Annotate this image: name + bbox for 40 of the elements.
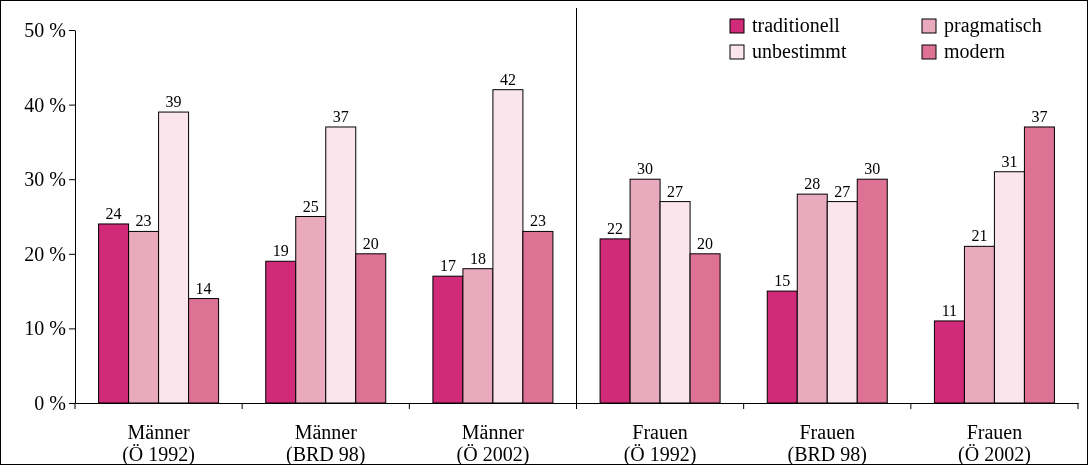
data-label: 25 [302,197,319,215]
data-label: 27 [834,182,851,200]
data-label: 42 [499,70,516,88]
data-label: 15 [774,272,791,290]
data-label: 23 [135,212,152,230]
data-label: 17 [439,257,456,275]
data-label: 11 [941,301,958,319]
y-tick-label: 20 % [24,242,66,265]
data-label: 30 [864,160,881,178]
data-label: 31 [1001,152,1018,170]
data-label: 18 [469,249,486,267]
data-label: 20 [697,234,714,252]
data-label: 14 [195,279,212,297]
data-label: 37 [1031,107,1048,125]
data-label: 19 [272,242,289,260]
x-tick-label: Frauen (Ö 1992) [623,421,697,465]
data-label: 24 [105,204,122,222]
data-label: 20 [362,234,379,252]
legend-label: unbestimmt [752,40,847,62]
y-tick-label: 40 % [24,93,66,116]
legend-label: pragmatisch [944,14,1042,37]
data-label: 39 [165,93,182,111]
data-label: 30 [637,160,654,178]
data-label: 22 [607,219,624,237]
data-label: 27 [667,182,684,200]
y-tick-label: 50 % [24,18,66,41]
x-tick-label: Männer (Ö 2002) [456,421,530,465]
legend-label: modern [944,40,1006,62]
x-tick-label: Männer (Ö 1992) [122,421,195,465]
data-label: 23 [529,212,546,230]
y-tick-label: 30 % [24,168,66,191]
data-label: 37 [332,107,349,125]
data-label: 28 [804,175,821,193]
y-tick-label: 0 % [34,391,66,414]
x-tick-label: Frauen (BRD 98) [787,421,867,465]
x-tick-label: Männer (BRD 98) [286,421,366,465]
legend-label: traditionell [752,14,841,36]
data-label: 21 [971,227,988,245]
x-tick-label: Frauen (Ö 2002) [958,421,1031,465]
y-tick-label: 10 % [24,317,66,340]
